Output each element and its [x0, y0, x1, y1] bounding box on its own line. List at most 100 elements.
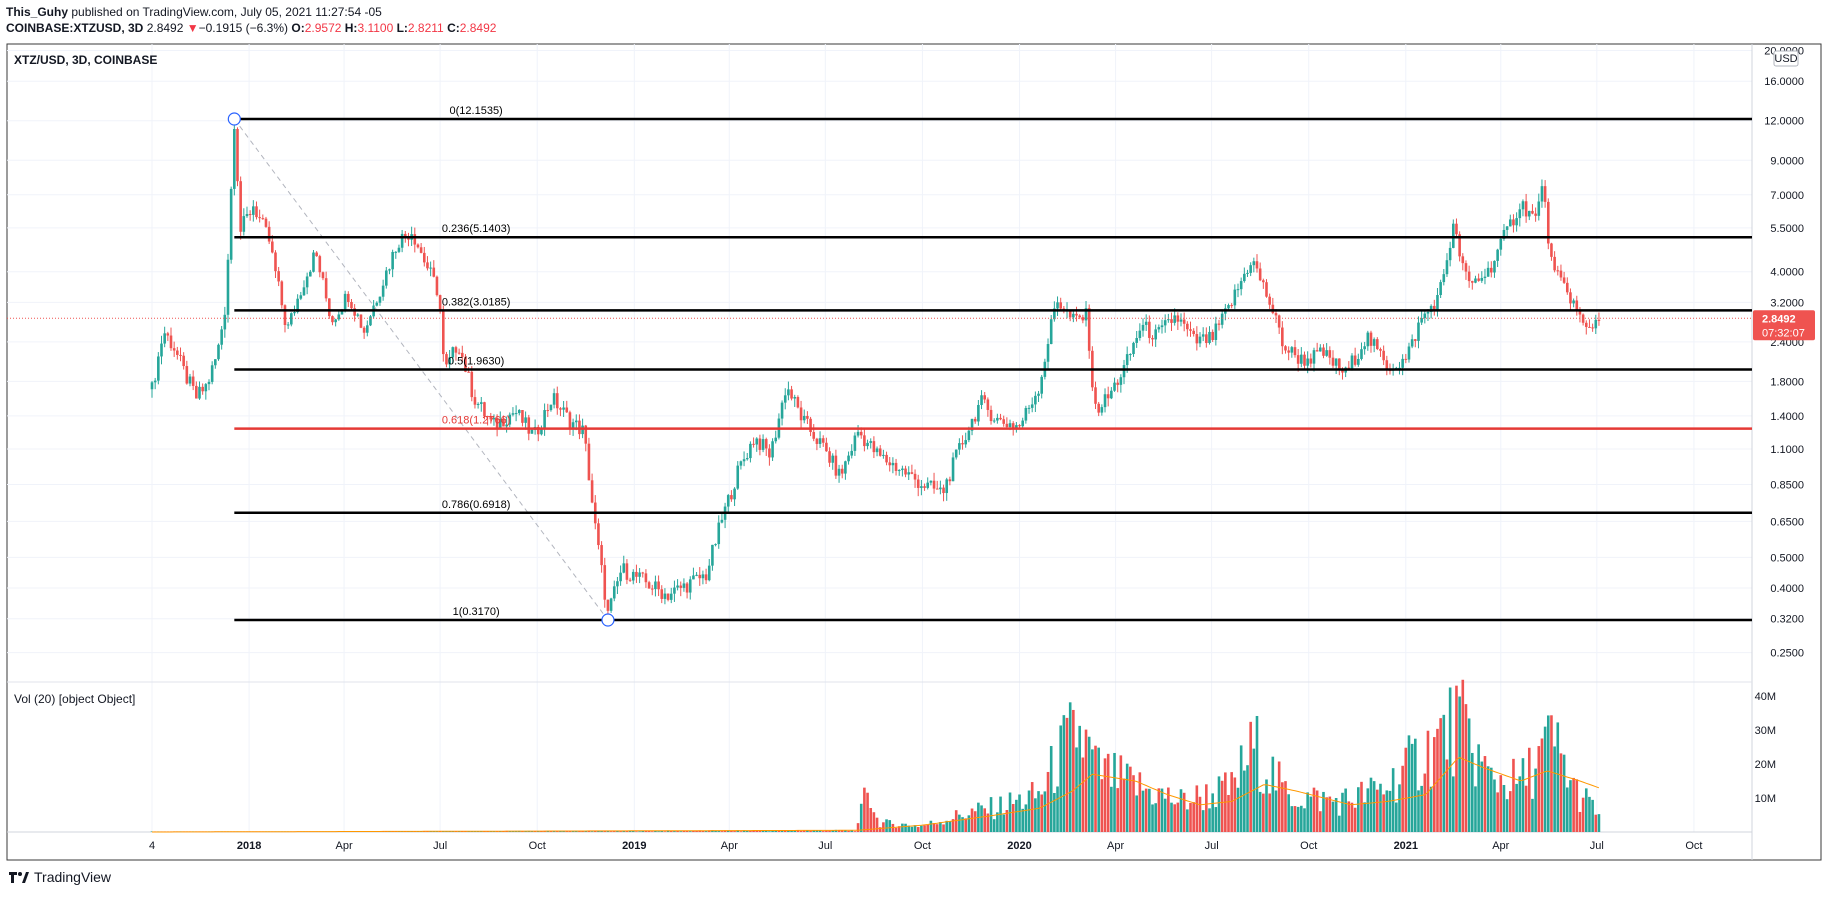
volume-bar	[1334, 797, 1338, 832]
volume-bar	[1499, 775, 1503, 832]
candle-body	[663, 593, 667, 599]
volume-bar	[1527, 747, 1531, 832]
candle-body	[1113, 382, 1116, 391]
candle-body	[552, 393, 556, 405]
candle-body	[163, 333, 166, 344]
volume-bar	[1208, 808, 1211, 832]
candle-body	[429, 267, 432, 269]
volume-bar	[1141, 790, 1145, 832]
candle-body	[1357, 358, 1360, 365]
candle-body	[1581, 314, 1585, 323]
fib-retracement[interactable]: 0(12.1535) 0.236(5.1403) 0.382(3.0185) 0.5(…	[7, 105, 1752, 627]
volume-bar	[897, 826, 901, 832]
price-tick-label: 7.0000	[1770, 190, 1804, 202]
candle-body	[1189, 329, 1192, 331]
volume-bar	[913, 825, 917, 832]
candle-body	[445, 354, 448, 365]
volume-bar	[647, 830, 651, 832]
volume-bar	[1122, 778, 1126, 832]
candle-body	[1034, 395, 1037, 405]
time-tick-label: Apr	[721, 840, 738, 852]
candle-body	[916, 479, 920, 488]
volume-bar	[945, 820, 949, 832]
candle-body	[1075, 313, 1078, 316]
candle-body	[1160, 325, 1164, 328]
volume-bar	[1281, 782, 1284, 832]
candle-body	[945, 479, 949, 494]
time-axis[interactable]: 4 2018 Apr Jul Oct 2019 Apr Jul Oct 2020 Apr Jul Oct…	[149, 840, 1703, 852]
fib-level-label: 1(0.3170)	[453, 606, 500, 618]
volume-bar	[1319, 811, 1322, 832]
volume-bar	[568, 831, 572, 832]
volume-bar	[726, 830, 730, 832]
volume-bar	[1591, 799, 1594, 832]
volume-bar	[565, 831, 569, 832]
tradingview-brand[interactable]: TradingView	[8, 869, 111, 885]
volume-bar	[878, 827, 882, 832]
ohlc-legend: COINBASE:XTZUSD, 3D 2.8492 ▼−0.1915 (−6.…	[6, 20, 496, 36]
candle-body	[631, 571, 635, 581]
volume-bar	[986, 813, 990, 832]
candle-body	[1445, 260, 1449, 275]
candle-body	[673, 587, 676, 594]
volume-bar	[1350, 802, 1354, 832]
candle-body	[150, 382, 154, 390]
price-badge-countdown: 07:32:07	[1762, 327, 1805, 339]
volume-bar	[749, 830, 752, 832]
volume-bar	[609, 831, 613, 832]
candle-body	[1205, 334, 1208, 344]
candle-body	[650, 588, 654, 590]
candle-body	[635, 571, 638, 577]
candle-body	[628, 579, 632, 581]
candle-body	[381, 285, 385, 297]
candle-body	[644, 573, 648, 583]
candle-body	[1486, 267, 1490, 277]
volume-bar	[948, 821, 952, 832]
volume-bar	[1426, 730, 1430, 832]
candle-body	[350, 301, 353, 309]
candle-body	[467, 371, 470, 373]
candle-body	[505, 424, 508, 427]
candle-body	[1556, 270, 1560, 272]
volume-bar	[1508, 791, 1512, 832]
volume-bar	[958, 814, 961, 832]
candle-body	[1531, 210, 1534, 214]
volume-bar	[1505, 799, 1509, 832]
volume-bar	[1452, 776, 1455, 832]
candle-body	[347, 293, 350, 302]
candle-body	[179, 354, 182, 356]
volume-bar	[1439, 718, 1442, 832]
author-name[interactable]: This_Guhy	[6, 5, 69, 19]
volume-bar	[809, 830, 812, 832]
candle-body	[1002, 419, 1006, 424]
fib-level-label: 0(12.1535)	[450, 105, 503, 117]
volume-bar	[1553, 746, 1556, 832]
volume-bar	[1521, 758, 1525, 832]
candle-body	[771, 441, 774, 458]
volume-bar	[923, 825, 926, 832]
candle-body	[1122, 365, 1126, 378]
candle-body	[340, 310, 344, 315]
volume-bar	[745, 830, 749, 832]
volume-bar	[1043, 791, 1047, 832]
candle-body	[907, 472, 911, 475]
candle-body	[1461, 256, 1465, 264]
candle-body	[502, 418, 505, 427]
candle-body	[1502, 229, 1506, 239]
volume-bar	[1300, 805, 1303, 832]
volume-bar	[1382, 794, 1385, 832]
candle-body	[1341, 369, 1344, 373]
candle-body	[1527, 210, 1531, 217]
candle-body	[894, 462, 898, 471]
candle-body	[1271, 304, 1275, 314]
candle-body	[1521, 201, 1525, 210]
volume-bar	[1151, 804, 1154, 832]
candle-body	[1129, 354, 1132, 356]
candle-body	[1553, 256, 1556, 271]
volume-bar	[1271, 756, 1275, 832]
high-value: 3.1100	[357, 21, 394, 35]
volume-title: Vol (20) [object Object]	[14, 692, 135, 706]
candle-body	[1072, 313, 1075, 318]
candle-body	[210, 365, 214, 382]
